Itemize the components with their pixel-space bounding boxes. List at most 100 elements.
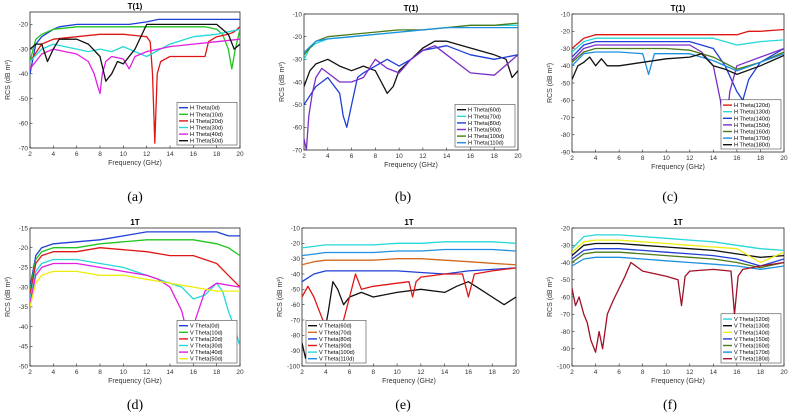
chart-a-ytick-label: -70 — [19, 145, 29, 152]
chart-a-title: T(1) — [128, 2, 143, 11]
chart-c-ytick-label: -40 — [561, 63, 571, 70]
chart-e-legend-entry: V Theta(110d) — [319, 357, 354, 363]
chart-d-xtick-label: 20 — [236, 369, 244, 376]
chart-f-xtick-label: 4 — [594, 369, 598, 376]
chart-b-legend-entry: H Theta(80d) — [468, 121, 501, 127]
chart-c-legend-entry: H Theta(130d) — [734, 110, 770, 116]
chart-a-legend-entry: H Theta(40d) — [190, 132, 223, 138]
chart-f-xtick-label: 14 — [710, 369, 718, 376]
chart-b-legend-entry: H Theta(90d) — [468, 128, 501, 134]
chart-f-xtick-label: 12 — [686, 369, 694, 376]
chart-c-ytick-label: -60 — [561, 98, 571, 105]
chart-e-xtick-label: 18 — [489, 369, 497, 376]
chart-b-ytick-label: -10 — [293, 11, 303, 18]
chart-c-ytick-label: -90 — [561, 149, 571, 156]
chart-a-series-line-3 — [30, 26, 240, 144]
chart-f-xtick-label: 6 — [617, 369, 621, 376]
chart-b-xtick-label: 16 — [467, 153, 475, 160]
chart-c-xlabel: Frequency (GHz) — [651, 164, 705, 171]
chart-a-series-line-1 — [30, 18, 240, 74]
chart-e-series-line-2 — [302, 258, 516, 266]
chart-f-xtick-label: 2 — [570, 369, 574, 376]
chart-c-xtick-label: 20 — [780, 155, 788, 162]
chart-b-series-line-5 — [304, 22, 518, 56]
chart-e-series-line-5 — [302, 241, 516, 249]
chart-f-ytick-label: -40 — [561, 260, 571, 267]
chart-c-legend-entry: H Theta(120d) — [734, 103, 770, 109]
chart-a-xtick-label: 2 — [28, 151, 32, 158]
chart-f-ytick-label: -90 — [561, 346, 571, 353]
chart-b-ytick-label: -40 — [293, 79, 303, 86]
caption-e: (e) — [395, 398, 411, 413]
chart-a-ytick-label: -50 — [19, 96, 29, 103]
chart-d-series-line-3 — [30, 247, 240, 296]
chart-d-xtick-label: 12 — [143, 369, 151, 376]
caption-b: (b) — [394, 190, 412, 205]
chart-e-xtick-label: 20 — [512, 369, 520, 376]
chart-a-xtick-label: 4 — [52, 151, 56, 158]
chart-c-title: T(1) — [671, 4, 686, 13]
chart-a-series-line-5 — [30, 38, 240, 95]
chart-a-xtick-label: 10 — [120, 151, 128, 158]
chart-d-legend-entry: V Theta(0d) — [190, 324, 220, 330]
chart-c-xtick-label: 2 — [570, 155, 574, 162]
chart-svg-a: T(1) 2 4 6 8 10 12 14 16 18 20 -70 -60 -50 -40 -30 -20 Fr… — [5, 2, 244, 167]
chart-e-title: 1T — [404, 218, 413, 227]
chart-svg-c: T(1) 2 4 6 8 10 12 14 16 18 20 -90 -80 -70 -60 -50 -40 -3… — [547, 4, 788, 171]
chart-e-ytick-label: -40 — [291, 271, 301, 278]
chart-d-series-line-6 — [30, 270, 240, 308]
chart-c-series-line-3 — [572, 40, 784, 101]
chart-e-xtick-label: 4 — [324, 369, 328, 376]
chart-e-xlabel: Frequency (GHz) — [382, 378, 436, 385]
chart-c-ylabel: RCS (dB m²) — [547, 63, 554, 103]
chart-a-series-line-4 — [30, 28, 240, 62]
chart-d-ytick-label: -40 — [19, 324, 29, 331]
chart-a-ytick-label: -40 — [19, 71, 29, 78]
chart-e-legend-entry: V Theta(100d) — [319, 350, 355, 356]
chart-a-xlabel: Frequency (GHz) — [108, 160, 162, 167]
chart-a-legend-entry: H Theta(30d) — [190, 126, 223, 132]
chart-f-xtick-label: 8 — [641, 369, 645, 376]
chart-c-ytick-label: -30 — [561, 46, 571, 53]
chart-e-legend-entry: V Theta(90d) — [319, 344, 352, 350]
chart-b-xtick-label: 8 — [374, 153, 378, 160]
chart-f-ylabel: RCS (dB m²) — [547, 277, 554, 317]
chart-b-ytick-label: -60 — [293, 125, 303, 132]
chart-c-legend-entry: H Theta(150d) — [734, 123, 770, 129]
chart-c-series-line-5 — [572, 47, 784, 70]
chart-d-ytick-label: -25 — [19, 265, 29, 272]
chart-b-series-group — [304, 22, 518, 150]
chart-a-xtick-label: 16 — [190, 151, 198, 158]
caption-f: (f) — [663, 398, 677, 413]
chart-d-xlabel: Frequency (GHz) — [108, 378, 162, 385]
chart-e-ytick-label: -10 — [291, 225, 301, 232]
chart-f-ytick-label: -20 — [561, 225, 571, 232]
chart-c-xtick-label: 8 — [641, 155, 645, 162]
chart-b-legend-entry: H Theta(100d) — [468, 134, 504, 140]
chart-a-ytick-label: -20 — [19, 22, 29, 29]
chart-f-legend-entry: V Theta(120d) — [734, 317, 770, 323]
chart-f-ytick-label: -70 — [561, 312, 571, 319]
chart-d-ytick-label: -35 — [19, 304, 29, 311]
chart-f-xtick-label: 20 — [780, 369, 788, 376]
chart-c-series-line-1 — [572, 28, 784, 49]
chart-panel-f: 1T 2 4 6 8 10 12 14 16 18 20 -100 -90 -80 -70 -60 -50 -40… — [540, 214, 800, 394]
chart-b-legend-entry: H Theta(60d) — [468, 108, 501, 114]
chart-b-ytick-label: -70 — [293, 147, 303, 154]
chart-a-legend-entry: H Theta(0d) — [190, 106, 220, 112]
chart-e-legend-entry: V Theta(80d) — [319, 337, 352, 343]
chart-e-ytick-label: -60 — [291, 302, 301, 309]
chart-e-xtick-label: 12 — [417, 369, 425, 376]
chart-d-xtick-label: 2 — [28, 369, 32, 376]
chart-d-series-line-1 — [30, 231, 240, 288]
chart-b-ylabel: RCS (dB m²) — [279, 62, 286, 102]
chart-f-xtick-label: 16 — [733, 369, 741, 376]
chart-c-legend: H Theta(120d)H Theta(130d)H Theta(140d)H… — [720, 99, 782, 150]
chart-d-ytick-label: -50 — [19, 363, 29, 370]
chart-c-series-line-7 — [572, 53, 784, 80]
chart-c-series-line-2 — [572, 37, 784, 53]
chart-f-ytick-label: -50 — [561, 277, 571, 284]
chart-e-series-line-3 — [302, 267, 516, 283]
chart-d-legend-entry: V Theta(40d) — [190, 350, 223, 356]
chart-d-legend-entry: V Theta(50d) — [190, 357, 223, 363]
